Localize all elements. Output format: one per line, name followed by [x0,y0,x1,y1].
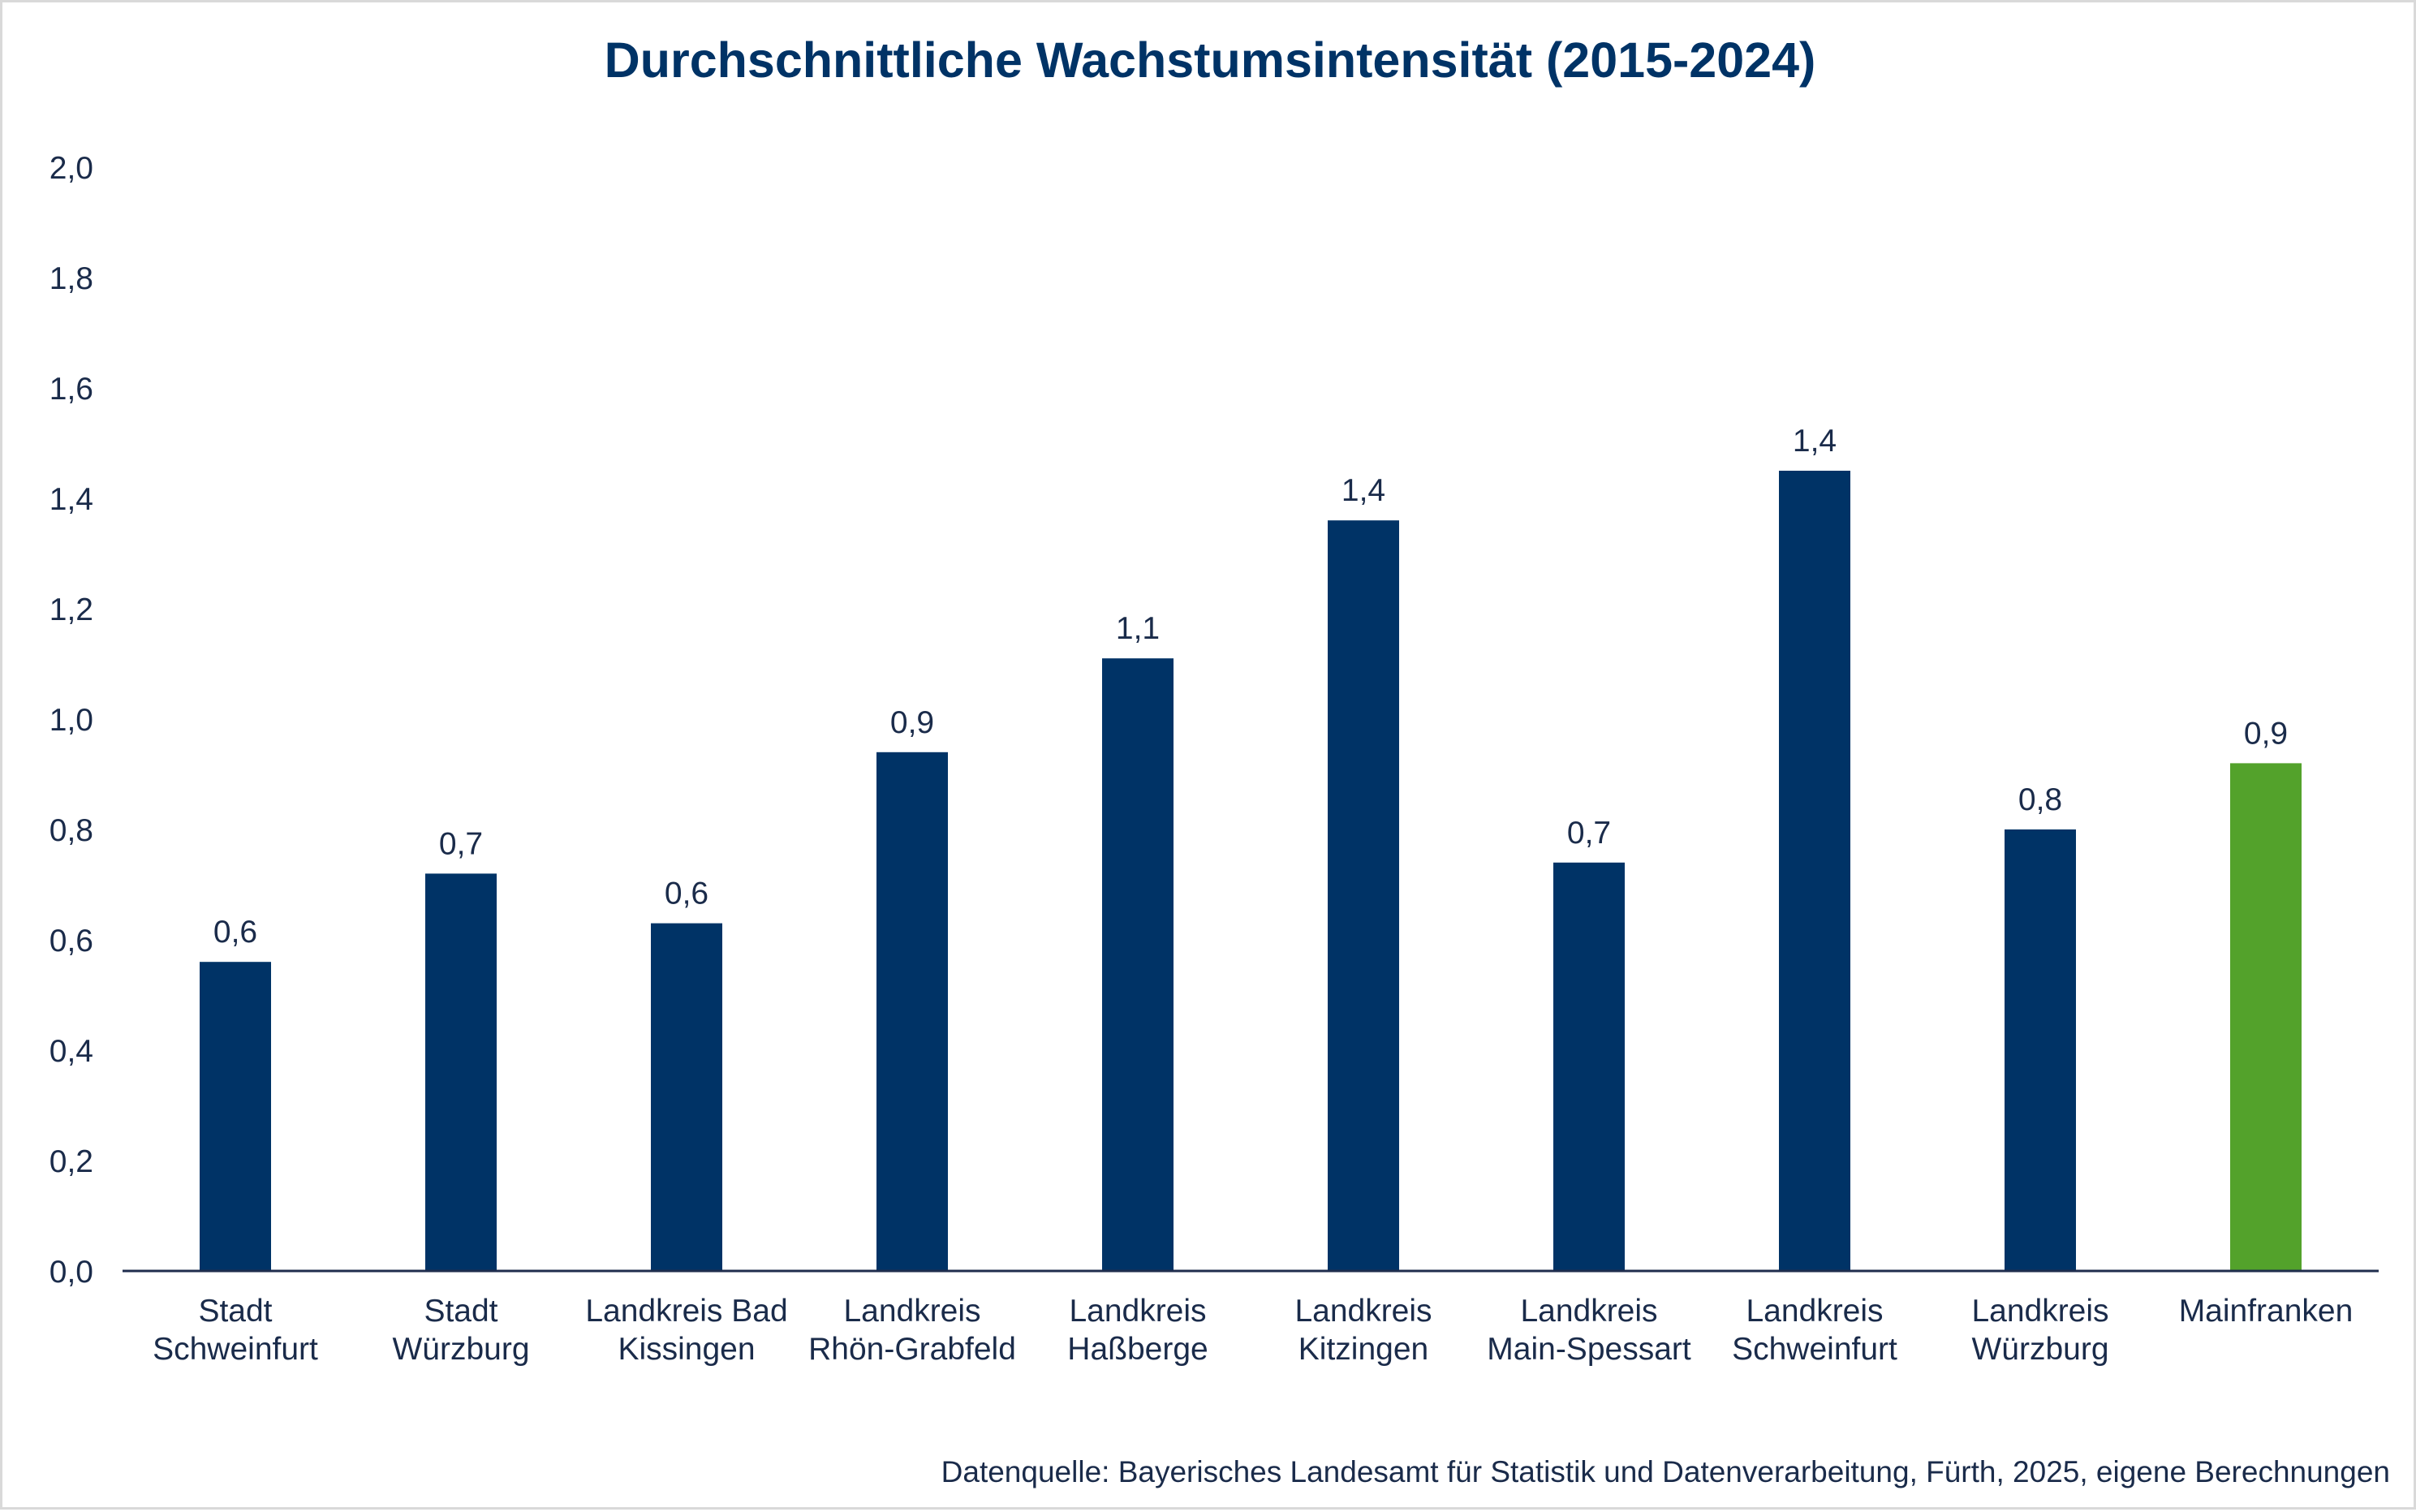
y-tick-label: 0,0 [50,1255,93,1290]
bar [425,873,497,1271]
x-tick-label: Würzburg [392,1332,529,1367]
bar [1553,862,1625,1271]
y-tick-label: 1,0 [50,703,93,738]
data-label: 0,9 [890,705,934,740]
y-tick-label: 0,4 [50,1034,93,1069]
data-labels: 0,6 0,7 0,6 0,9 1,1 1,4 0,7 1,4 0,8 0,9 [213,424,2288,950]
bar [1102,658,1174,1271]
data-label: 1,1 [1116,611,1160,646]
x-tick-label: Schweinfurt [153,1332,318,1367]
bar [876,752,948,1271]
x-tick-label: Kissingen [618,1332,755,1367]
x-tick-label: Mainfranken [2179,1294,2354,1329]
x-tick-label: Landkreis [1746,1294,1883,1329]
y-tick-label: 1,8 [50,261,93,296]
y-tick-label: 0,2 [50,1144,93,1179]
x-tick-label: Landkreis [1971,1294,2108,1329]
y-tick-label: 1,4 [50,482,93,517]
data-label: 0,7 [1567,816,1611,851]
y-tick-label: 2,0 [50,151,93,186]
y-tick-label: 1,6 [50,372,93,407]
source-note: Datenquelle: Bayerisches Landesamt für S… [941,1455,2390,1488]
x-tick-label: Würzburg [1971,1332,2108,1367]
x-tick-label: Landkreis [1294,1294,1432,1329]
x-tick-label: Landkreis [843,1294,980,1329]
x-tick-label: Kitzingen [1298,1332,1428,1367]
x-tick-label: Schweinfurt [1732,1332,1897,1367]
x-tick-label: Landkreis Bad [585,1294,787,1329]
x-tick-label: Landkreis [1069,1294,1206,1329]
bar [200,962,271,1271]
y-tick-label: 0,8 [50,813,93,848]
bar [1779,471,1850,1271]
data-label: 0,9 [2244,716,2288,751]
data-label: 0,7 [439,826,483,861]
x-tick-label: Stadt [198,1294,272,1329]
bar [2230,763,2302,1271]
bar [1328,520,1399,1271]
x-tick-label: Main-Spessart [1487,1332,1691,1367]
data-label: 0,8 [2018,782,2062,817]
data-label: 0,6 [665,877,708,911]
bar [2005,829,2076,1271]
x-tick-label: Rhön-Grabfeld [808,1332,1016,1367]
chart-title: Durchschnittliche Wachstumsintensität (2… [605,32,1816,88]
x-tick-label: Haßberge [1067,1332,1208,1367]
data-label: 1,4 [1793,424,1837,459]
x-tick-label: Stadt [424,1294,497,1329]
data-label: 1,4 [1342,473,1385,508]
data-label: 0,6 [213,915,257,950]
y-axis: 0,0 0,2 0,4 0,6 0,8 1,0 1,2 1,4 1,6 1,8 2,0 [50,151,93,1290]
x-tick-label: Landkreis [1520,1294,1657,1329]
bar [651,923,722,1271]
bars [200,471,2302,1271]
y-tick-label: 0,6 [50,924,93,958]
y-tick-label: 1,2 [50,592,93,627]
